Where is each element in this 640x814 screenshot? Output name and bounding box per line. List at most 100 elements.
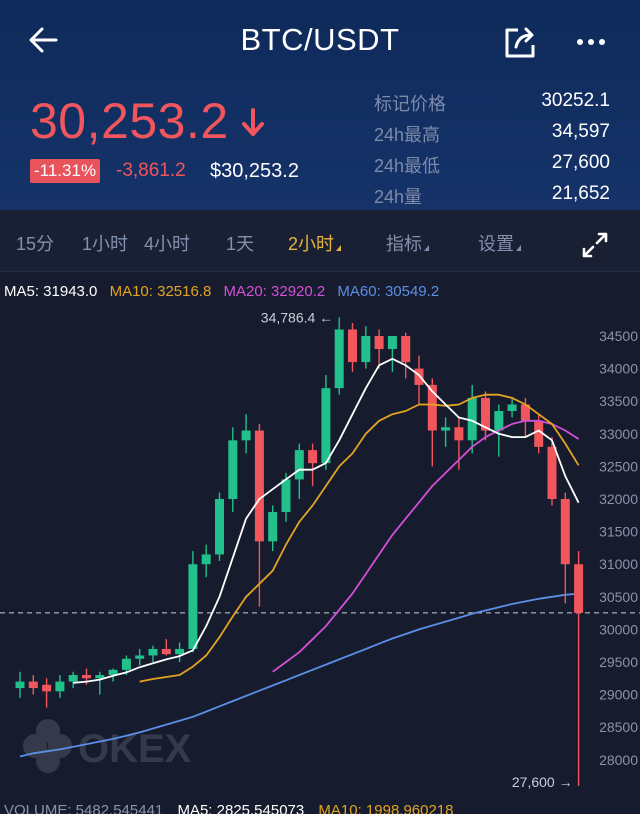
fullscreen-button[interactable] — [580, 230, 610, 260]
candle-body — [268, 512, 278, 542]
okex-logo-icon — [23, 719, 72, 773]
candle-body — [161, 648, 171, 655]
candle-body — [135, 655, 145, 659]
ma5-line — [73, 357, 580, 684]
candle-body — [481, 397, 490, 431]
stat-24h-high: 24h最高 34,597 — [374, 119, 614, 150]
back-button[interactable] — [22, 20, 66, 60]
okex-watermark: OKEX — [23, 719, 192, 773]
usd-price: $30,253.2 — [210, 160, 299, 182]
interval-tabs: 15分 1小时 4小时 1天 2小时 指标 设置 — [0, 210, 640, 272]
y-tick-label: 32500 — [599, 458, 638, 474]
change-percent-badge: -11.31% — [30, 159, 101, 183]
ma20-line — [272, 419, 580, 673]
candle-body — [374, 336, 384, 350]
caret-icon — [336, 245, 342, 251]
y-tick-label: 28500 — [599, 719, 638, 735]
candle-body — [15, 681, 25, 689]
candle-body — [547, 446, 557, 499]
candle-body — [574, 564, 584, 613]
candle-body — [560, 499, 570, 565]
candle-body — [228, 440, 238, 499]
share-icon — [505, 27, 535, 58]
tab-15min[interactable]: 15分 — [16, 234, 55, 254]
candle-body — [175, 648, 185, 655]
candle-body — [467, 397, 477, 441]
candle-body — [82, 675, 91, 679]
volume-legend: VOLUME: 5482.545441 MA5: 2825.545073 MA1… — [4, 802, 464, 814]
candle-body — [55, 681, 65, 692]
tab-label: 2小时 — [288, 234, 335, 254]
candle-body — [401, 336, 411, 363]
ma10-value: MA10: 32516.8 — [109, 283, 212, 300]
tab-1hour[interactable]: 1小时 — [82, 234, 129, 254]
tab-label: 设置 — [478, 234, 514, 254]
ma60-value: MA60: 30549.2 — [337, 283, 440, 300]
candle-body — [414, 368, 424, 385]
stat-label: 24h最高 — [374, 125, 441, 145]
y-tick-label: 34500 — [599, 328, 638, 344]
candle-body — [28, 681, 38, 689]
pair-title: BTC/USDT — [240, 22, 400, 57]
candle-body — [121, 658, 131, 670]
more-button[interactable] — [570, 22, 614, 62]
more-dots-icon — [577, 39, 605, 45]
caret-icon — [516, 245, 521, 251]
stat-label: 24h量 — [374, 187, 423, 207]
candle-body — [95, 675, 105, 679]
candle-body — [427, 384, 437, 431]
candle-body — [241, 430, 251, 441]
y-tick-label: 30000 — [599, 621, 638, 637]
candle-body — [215, 499, 224, 555]
y-tick-label: 33500 — [599, 393, 638, 409]
tab-settings[interactable]: 设置 — [478, 230, 521, 256]
candle-body — [507, 404, 517, 411]
candle-body — [42, 684, 52, 692]
high-price-label: 34,786.4 ← — [261, 309, 333, 325]
y-tick-label: 34000 — [599, 361, 638, 377]
candle-body — [334, 329, 344, 389]
top-bar: BTC/USDT — [0, 0, 640, 80]
ma10-line — [139, 393, 580, 683]
tab-indicators[interactable]: 指标 — [386, 230, 429, 256]
candle-body — [148, 648, 158, 656]
arrow-down-icon — [242, 108, 264, 136]
low-price-label: 27,600 → — [512, 774, 573, 790]
arrow-left-icon — [29, 27, 58, 53]
y-tick-label: 31500 — [599, 524, 638, 540]
volume-ma10: MA10: 1998.960218 — [318, 802, 454, 814]
candle-body — [188, 564, 198, 649]
share-button[interactable] — [498, 22, 542, 62]
candle-body — [321, 388, 331, 464]
tab-2hour[interactable]: 2小时 — [288, 230, 342, 256]
tab-1day[interactable]: 1天 — [226, 234, 255, 254]
y-tick-label: 31000 — [599, 556, 638, 572]
candle-body — [534, 420, 544, 447]
ma20-value: MA20: 32920.2 — [223, 283, 326, 300]
y-tick-label: 32000 — [599, 491, 638, 507]
y-tick-label: 30500 — [599, 589, 638, 605]
candle-body — [108, 669, 118, 676]
tab-4hour[interactable]: 4小时 — [144, 234, 191, 254]
candle-body — [494, 410, 504, 431]
candlestick-chart[interactable]: OKEX 34500 34000 33500 33000 32500 32000 31500… — [0, 300, 640, 814]
stat-value: 21,652 — [551, 183, 610, 204]
candle-body — [454, 427, 464, 441]
candle-body — [254, 430, 264, 542]
ma60-line — [19, 592, 579, 758]
last-price: 30,253.2 — [30, 93, 229, 149]
ma5-value: MA5: 31943.0 — [4, 283, 98, 300]
candle-body — [294, 450, 304, 480]
stat-value: 27,600 — [551, 152, 610, 173]
ma-legend: MA5: 31943.0 MA10: 32516.8 MA20: 32920.2… — [4, 283, 447, 300]
caret-icon — [424, 245, 429, 251]
y-tick-label: 29000 — [599, 687, 638, 703]
candle-body — [308, 450, 318, 464]
tab-label: 指标 — [386, 234, 422, 254]
market-stats: 标记价格 30252.1 24h最高 34,597 24h最低 27,600 2… — [374, 88, 614, 212]
volume-ma5: MA5: 2825.545073 — [177, 802, 305, 814]
candle-body — [441, 427, 451, 431]
stat-value: 34,597 — [551, 121, 610, 142]
expand-icon — [582, 232, 608, 258]
stat-mark-price: 标记价格 30252.1 — [374, 88, 614, 119]
